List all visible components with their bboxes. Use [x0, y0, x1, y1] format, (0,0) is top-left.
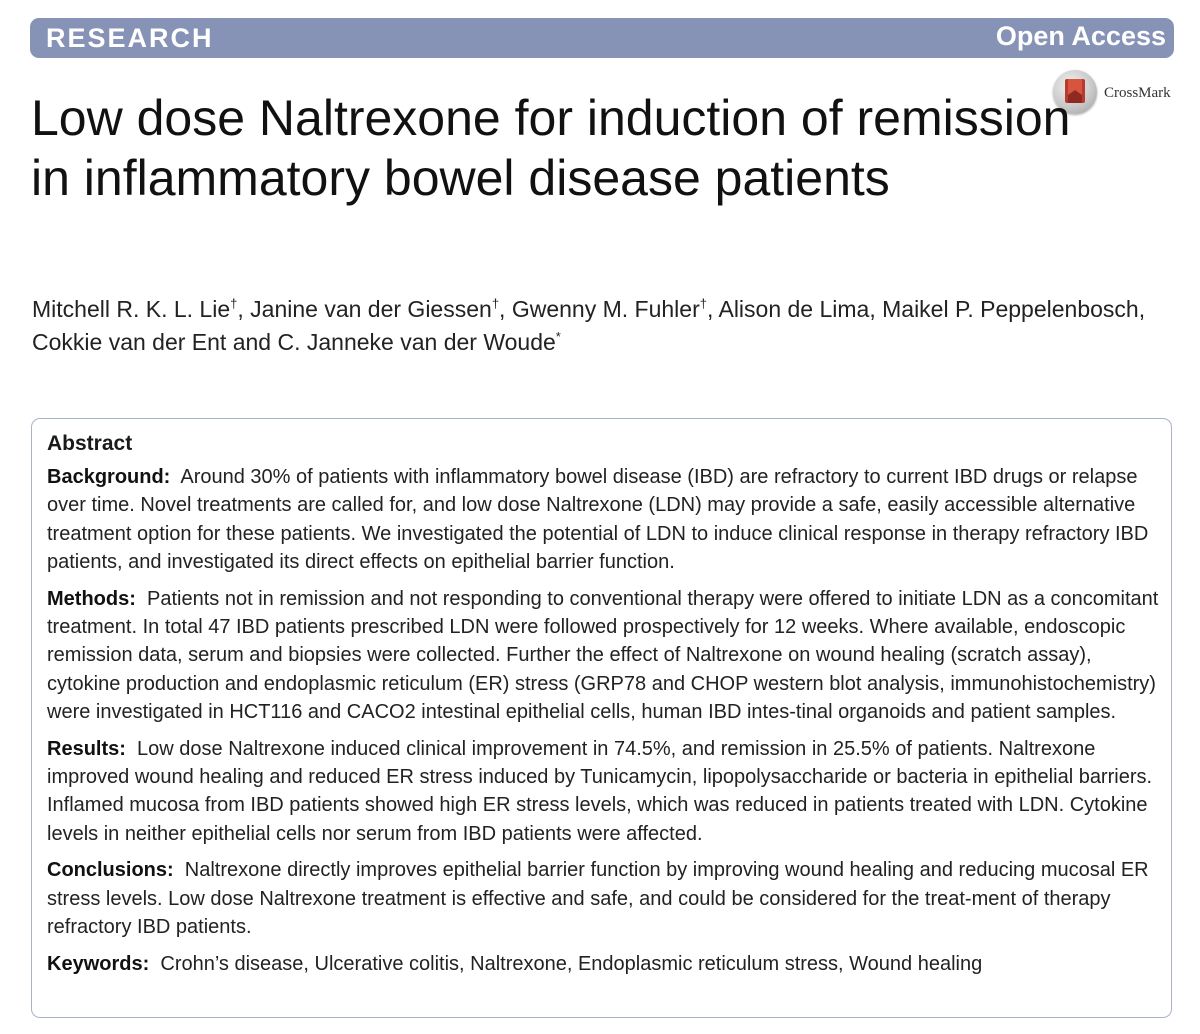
crossmark-icon: [1053, 70, 1097, 114]
section-label: Background:: [47, 466, 171, 488]
crossmark-badge[interactable]: CrossMark: [1053, 70, 1183, 116]
author: Mitchell R. K. L. Lie†,: [32, 296, 250, 322]
author-mark: †: [699, 296, 707, 311]
section-text: Crohn’s disease, Ulcerative colitis, Nal…: [160, 952, 983, 975]
abstract-section-results: Results: Low dose Naltrexone induced cli…: [47, 735, 1159, 849]
author-name: Janine van der Giessen: [250, 296, 492, 322]
section-text: Patients not in remission and not respon…: [47, 587, 1159, 724]
section-label: Methods:: [47, 587, 136, 610]
author: Maikel P. Peppelenbosch,: [882, 296, 1145, 322]
author: Janine van der Giessen†,: [250, 296, 512, 322]
author-name: Maikel P. Peppelenbosch: [882, 296, 1139, 322]
section-text: Low dose Naltrexone induced clinical imp…: [47, 737, 1153, 845]
author: C. Janneke van der Woude*: [277, 329, 560, 355]
author: Gwenny M. Fuhler†,: [512, 296, 719, 322]
section-text: Naltrexone directly improves epithelial …: [47, 859, 1149, 939]
author-separator: ,: [237, 296, 251, 322]
abstract-section-conclusions: Conclusions: Naltrexone directly improve…: [47, 856, 1159, 941]
section-label: Keywords:: [47, 952, 150, 975]
article-title: Low dose Naltrexone for induction of rem…: [31, 90, 1071, 206]
author-name: Cokkie van der Ent: [32, 329, 227, 355]
abstract-section-methods: Methods: Patients not in remission and n…: [47, 585, 1159, 727]
author-name: C. Janneke van der Woude: [277, 329, 556, 355]
abstract-heading: Abstract: [47, 432, 133, 455]
author: Alison de Lima,: [718, 296, 882, 322]
article-type-label: RESEARCH: [46, 23, 214, 53]
article-type-banner: RESEARCH Open Access: [30, 18, 1174, 58]
author-list: Mitchell R. K. L. Lie†, Janine van der G…: [32, 293, 1172, 359]
abstract-section-background: Background: Around 30% of patients with …: [47, 463, 1159, 577]
author-separator: ,: [706, 296, 719, 322]
abstract-box: Abstract Background: Around 30% of patie…: [31, 418, 1172, 1018]
author-name: Alison de Lima: [718, 296, 870, 322]
author-mark: *: [555, 329, 561, 344]
author-name: Gwenny M. Fuhler: [511, 296, 700, 322]
crossmark-label: CrossMark: [1104, 85, 1171, 101]
author-separator: ,: [499, 296, 512, 322]
open-access-label: Open Access: [995, 21, 1166, 51]
author-separator: ,: [869, 296, 883, 322]
author: Cokkie van der Ent and: [32, 329, 277, 355]
author-separator: and: [226, 329, 278, 355]
abstract-content: Abstract Background: Around 30% of patie…: [47, 431, 1159, 986]
section-label: Conclusions:: [47, 859, 174, 882]
keywords: Keywords: Crohn’s disease, Ulcerative co…: [47, 950, 1159, 978]
author-separator: ,: [1138, 296, 1146, 322]
author-name: Mitchell R. K. L. Lie: [32, 296, 231, 322]
section-label: Results:: [47, 737, 126, 760]
section-text: Around 30% of patients with inflammatory…: [47, 466, 1149, 574]
author-mark: †: [491, 296, 500, 311]
author-mark: †: [230, 296, 238, 311]
